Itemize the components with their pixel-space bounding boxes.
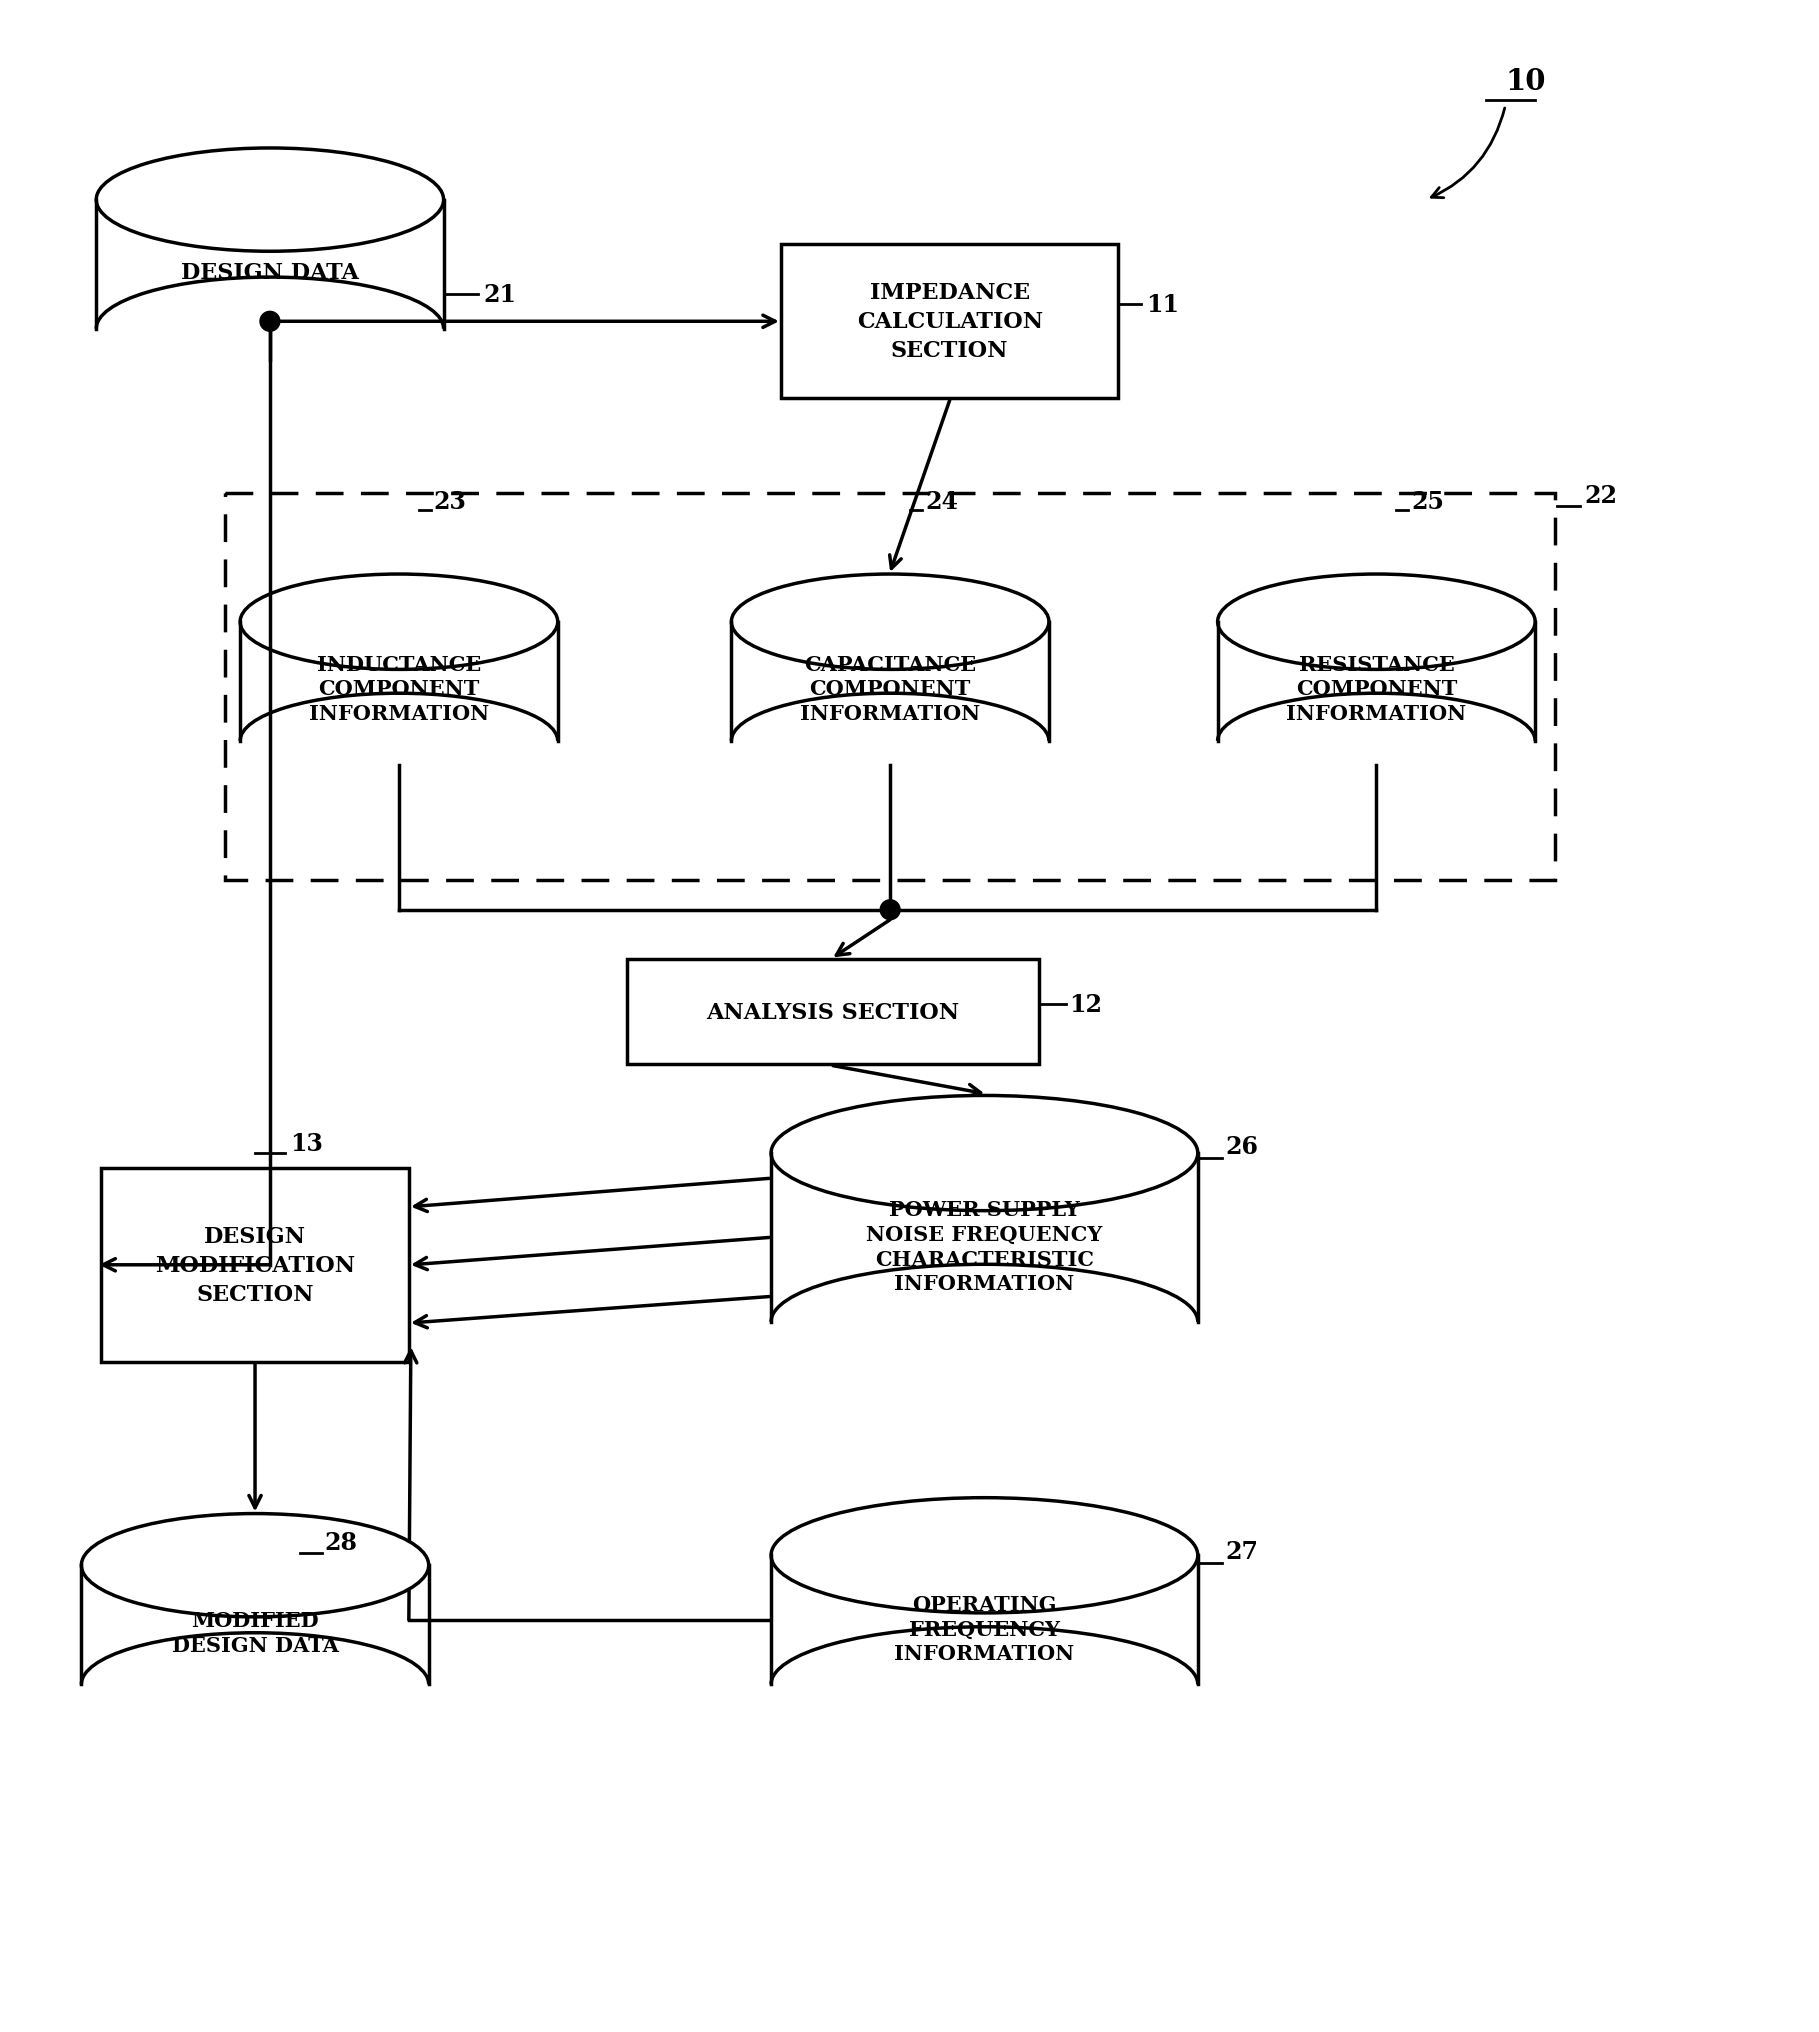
Text: 28: 28 (324, 1530, 358, 1554)
Ellipse shape (771, 1498, 1197, 1613)
Ellipse shape (96, 148, 444, 252)
Ellipse shape (82, 1514, 429, 1617)
Ellipse shape (731, 575, 1050, 671)
Text: POWER SUPPLY
NOISE FREQUENCY
CHARACTERISTIC
INFORMATION: POWER SUPPLY NOISE FREQUENCY CHARACTERIS… (866, 1199, 1102, 1294)
Text: 21: 21 (484, 282, 517, 307)
Bar (780, 246, 1119, 398)
Bar (102, 1168, 409, 1361)
Bar (240, 622, 558, 742)
Text: 26: 26 (1226, 1134, 1259, 1158)
Ellipse shape (240, 575, 558, 671)
Text: MODIFIED
DESIGN DATA: MODIFIED DESIGN DATA (171, 1611, 338, 1656)
Text: DESIGN
MODIFICATION
SECTION: DESIGN MODIFICATION SECTION (155, 1225, 355, 1305)
Text: 10: 10 (1504, 67, 1546, 96)
Text: 23: 23 (433, 490, 466, 514)
FancyArrowPatch shape (1432, 110, 1504, 199)
Bar (226, 494, 1555, 880)
Text: CAPACITANCE
COMPONENT
INFORMATION: CAPACITANCE COMPONENT INFORMATION (800, 654, 980, 723)
Bar (82, 1565, 429, 1685)
Bar (731, 622, 1050, 742)
Text: DESIGN DATA: DESIGN DATA (180, 262, 358, 284)
Text: 25: 25 (1412, 490, 1444, 514)
Text: 22: 22 (1584, 484, 1617, 508)
Text: 27: 27 (1226, 1540, 1259, 1563)
Text: 13: 13 (289, 1132, 322, 1156)
Text: RESISTANCE
COMPONENT
INFORMATION: RESISTANCE COMPONENT INFORMATION (1286, 654, 1466, 723)
Ellipse shape (771, 1095, 1197, 1211)
Text: IMPEDANCE
CALCULATION
SECTION: IMPEDANCE CALCULATION SECTION (857, 282, 1042, 362)
Text: 11: 11 (1146, 293, 1179, 317)
Bar (771, 1557, 1197, 1685)
Text: OPERATING
FREQUENCY
INFORMATION: OPERATING FREQUENCY INFORMATION (895, 1593, 1075, 1664)
Text: 24: 24 (924, 490, 959, 514)
Text: INDUCTANCE
COMPONENT
INFORMATION: INDUCTANCE COMPONENT INFORMATION (309, 654, 489, 723)
Circle shape (260, 313, 280, 331)
Bar (628, 959, 1039, 1065)
Circle shape (880, 900, 900, 920)
Bar (96, 201, 444, 329)
Text: 12: 12 (1070, 992, 1102, 1016)
Bar (771, 1154, 1197, 1323)
Bar (1217, 622, 1535, 742)
Ellipse shape (1217, 575, 1535, 671)
Text: ANALYSIS SECTION: ANALYSIS SECTION (706, 1002, 960, 1022)
